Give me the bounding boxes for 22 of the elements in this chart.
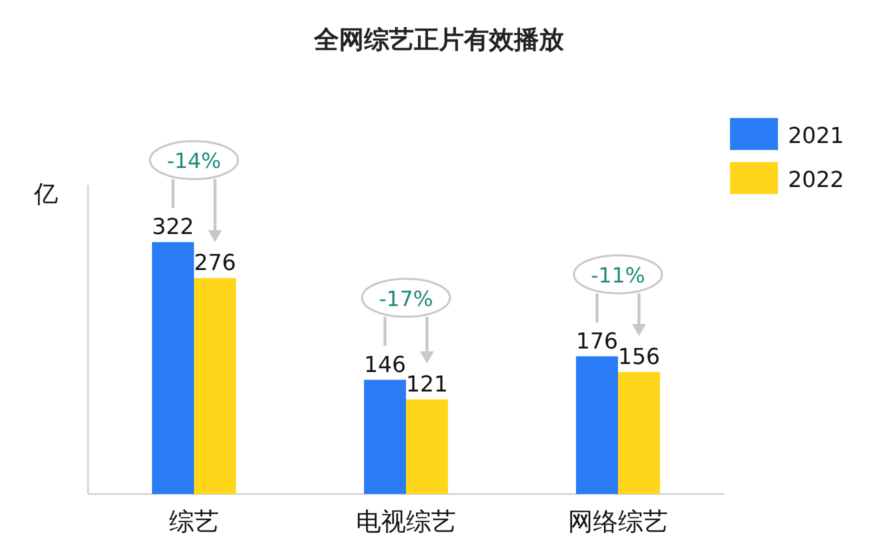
x-tick-label: 电视综艺 — [356, 507, 456, 536]
x-tick-label: 网络综艺 — [568, 507, 668, 536]
bar — [194, 278, 236, 494]
bar — [364, 380, 406, 494]
data-label: 156 — [618, 344, 660, 370]
data-label: 146 — [364, 352, 406, 378]
bar — [152, 242, 194, 494]
text: -14% — [166, 149, 222, 174]
y-axis-title: 亿 — [33, 180, 58, 208]
bar — [618, 372, 660, 494]
legend-label: 2022 — [788, 168, 844, 193]
data-label: 176 — [576, 329, 618, 354]
bar — [406, 399, 448, 494]
legend-label: 2021 — [788, 124, 844, 149]
data-label: 322 — [152, 215, 194, 240]
annotation: -11% — [590, 263, 646, 288]
chart-title: 全网综艺正片有效播放 — [313, 25, 565, 54]
data-label: 121 — [406, 372, 448, 398]
x-tick-label: 综艺 — [169, 507, 219, 536]
data-label: 276 — [194, 251, 236, 276]
bar — [576, 356, 618, 494]
annotation: -17% — [378, 286, 434, 311]
